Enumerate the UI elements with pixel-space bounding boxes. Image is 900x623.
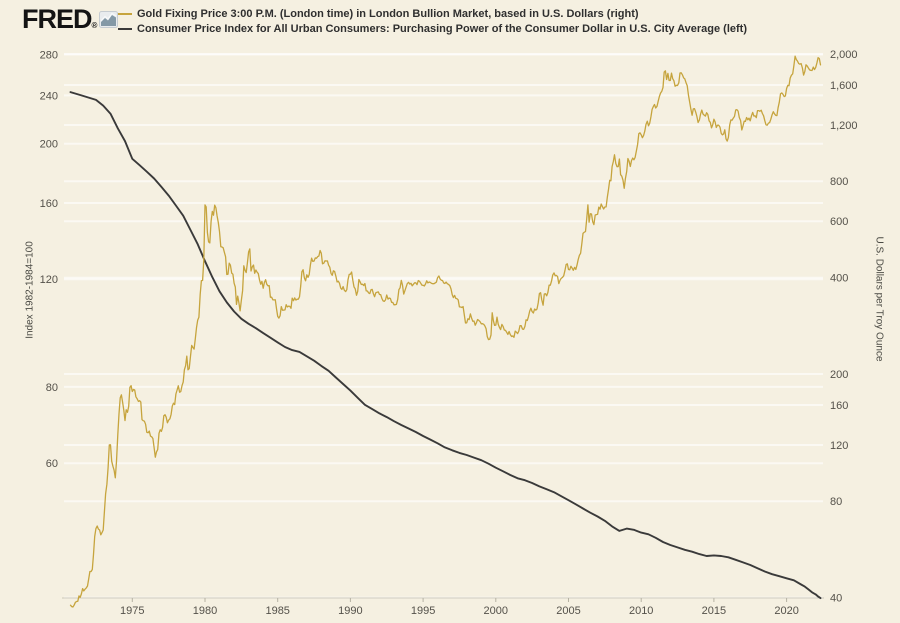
left-axis-tick-label: 60 bbox=[46, 458, 58, 470]
right-axis-tick-label: 400 bbox=[830, 273, 848, 285]
fred-logo-chart-icon bbox=[99, 11, 118, 28]
x-axis-tick-label: 1985 bbox=[265, 605, 289, 617]
right-axis-tick-label: 600 bbox=[830, 216, 848, 228]
left-axis-tick-label: 200 bbox=[40, 139, 58, 151]
left-axis-tick-label: 160 bbox=[40, 198, 58, 210]
x-axis-tick-label: 1995 bbox=[411, 605, 435, 617]
right-axis-tick-label: 160 bbox=[830, 400, 848, 412]
right-axis-tick-label: 1,200 bbox=[830, 120, 858, 132]
left-axis-tick-label: 280 bbox=[40, 49, 58, 61]
legend-item-cpi[interactable]: Consumer Price Index for All Urban Consu… bbox=[118, 23, 794, 37]
cpi-series-swatch-icon bbox=[118, 27, 132, 30]
x-axis-tick-label: 2010 bbox=[629, 605, 653, 617]
left-axis-tick-label: 120 bbox=[40, 274, 58, 286]
fred-logo-text: FRED bbox=[22, 4, 92, 34]
cpi-series-line[interactable] bbox=[69, 91, 822, 600]
x-axis-tick-label: 2000 bbox=[484, 605, 508, 617]
right-axis-tick-label: 2,000 bbox=[830, 49, 858, 61]
x-axis-tick-label: 2005 bbox=[556, 605, 580, 617]
legend-label-cpi: Consumer Price Index for All Urban Consu… bbox=[137, 22, 748, 35]
gold-series-line[interactable] bbox=[69, 55, 822, 608]
right-axis-tick-label: 120 bbox=[830, 440, 848, 452]
legend-item-gold[interactable]: Gold Fixing Price 3:00 P.M. (London time… bbox=[118, 8, 794, 22]
fred-logo: FRED® bbox=[22, 5, 97, 40]
gold-series-swatch-icon bbox=[118, 13, 132, 15]
right-axis-tick-label: 40 bbox=[830, 593, 842, 605]
x-axis-tick-label: 2020 bbox=[774, 605, 798, 617]
right-axis-tick-label: 800 bbox=[830, 176, 848, 188]
x-axis-tick-label: 2015 bbox=[702, 605, 726, 617]
left-axis-tick-label: 80 bbox=[46, 382, 58, 394]
right-axis-tick-label: 80 bbox=[830, 496, 842, 508]
x-axis-tick-label: 1990 bbox=[338, 605, 362, 617]
left-axis-tick-label: 240 bbox=[40, 90, 58, 102]
x-axis-tick-label: 1975 bbox=[120, 605, 144, 617]
registered-trademark-icon: ® bbox=[91, 21, 98, 30]
right-axis-tick-label: 200 bbox=[830, 369, 848, 381]
chart-legend: Gold Fixing Price 3:00 P.M. (London time… bbox=[118, 8, 794, 37]
legend-label-gold: Gold Fixing Price 3:00 P.M. (London time… bbox=[137, 8, 639, 20]
x-axis-tick-label: 1980 bbox=[193, 605, 217, 617]
right-axis-tick-label: 1,600 bbox=[830, 80, 858, 92]
